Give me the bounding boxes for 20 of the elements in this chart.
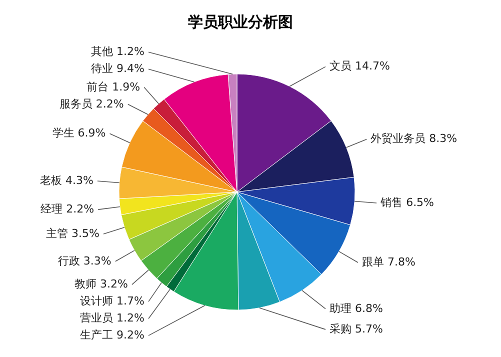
slice-label: 老板 4.3% bbox=[40, 174, 94, 188]
slice-label: 教师 3.2% bbox=[74, 278, 128, 291]
slice-label: 主管 3.5% bbox=[46, 227, 100, 240]
slice-label: 销售 6.5% bbox=[380, 196, 434, 209]
slice-label: 前台 1.9% bbox=[86, 80, 140, 94]
slice-label: 外贸业务员 8.3% bbox=[370, 132, 458, 146]
slice-label: 营业员 1.2% bbox=[80, 312, 144, 325]
slice-label: 助理 6.8% bbox=[330, 302, 383, 315]
slice-label: 采购 5.7% bbox=[330, 322, 383, 336]
slice-label: 其他 1.2% bbox=[91, 45, 144, 58]
slice-label: 服务员 2.2% bbox=[59, 97, 124, 110]
chart-title: 学员职业分析图 bbox=[188, 13, 293, 31]
slice-label: 生产工 9.2% bbox=[80, 328, 144, 342]
slice-label: 跟单 7.8% bbox=[362, 256, 416, 269]
slice-label: 文员 14.7% bbox=[330, 60, 390, 73]
slice-label: 经理 2.2% bbox=[40, 202, 94, 216]
slice-label: 学生 6.9% bbox=[52, 126, 106, 140]
slice-label: 设计师 1.7% bbox=[80, 294, 144, 308]
slice-label: 行政 3.3% bbox=[58, 254, 112, 268]
slice-label: 待业 9.4% bbox=[91, 62, 144, 76]
